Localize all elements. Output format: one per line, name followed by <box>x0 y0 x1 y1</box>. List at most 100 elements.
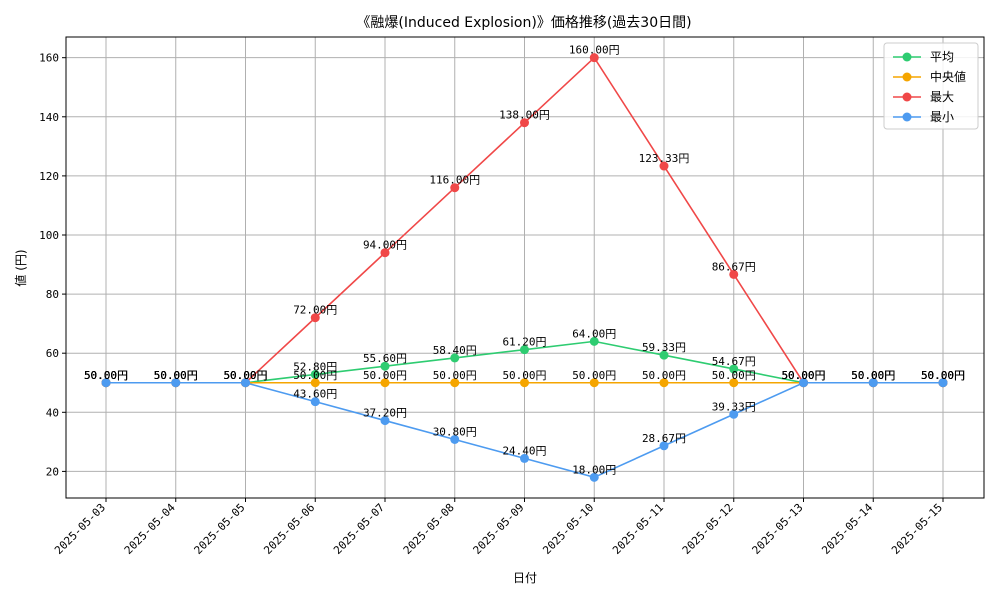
data-label: 50.00円 <box>781 369 825 382</box>
x-tick-label: 2025-05-08 <box>401 501 457 557</box>
data-label: 28.67円 <box>642 432 686 445</box>
data-point <box>380 248 390 258</box>
data-point <box>659 441 669 451</box>
data-point <box>450 434 460 444</box>
data-point <box>589 336 599 346</box>
y-tick-label: 80 <box>46 288 59 301</box>
x-axis: 2025-05-03 2025-05-04 2025-05-05 2025-05-06… <box>52 498 945 557</box>
grid <box>66 37 984 498</box>
data-point <box>589 53 599 63</box>
y-tick-label: 140 <box>39 111 59 124</box>
data-label: 50.00円 <box>851 369 895 382</box>
y-tick-label: 100 <box>39 229 59 242</box>
data-label: 52.80円 <box>293 360 337 373</box>
data-label: 123.33円 <box>639 152 690 165</box>
x-tick-label: 2025-05-10 <box>540 501 596 557</box>
y-tick-label: 160 <box>39 52 59 65</box>
data-point <box>310 369 320 379</box>
data-label: 50.00円 <box>223 369 267 382</box>
data-label: 50.00円 <box>223 369 267 382</box>
data-label: 50.00円 <box>433 369 477 382</box>
data-point <box>310 378 320 388</box>
data-label: 50.00円 <box>921 369 965 382</box>
data-point <box>659 161 669 171</box>
data-label: 50.00円 <box>712 369 756 382</box>
data-point <box>589 378 599 388</box>
data-label: 160.00円 <box>569 44 620 57</box>
legend-label: 最大 <box>930 90 954 104</box>
data-label: 50.00円 <box>363 369 407 382</box>
data-point <box>799 378 808 388</box>
x-tick-label: 2025-05-04 <box>122 501 178 557</box>
data-label: 43.60円 <box>293 388 337 401</box>
x-tick-label: 2025-05-05 <box>192 501 248 557</box>
data-point <box>171 378 181 388</box>
data-label: 50.00円 <box>781 369 825 382</box>
x-tick-label: 2025-05-13 <box>750 501 806 557</box>
y-tick-label: 40 <box>46 406 59 419</box>
data-point <box>520 118 529 128</box>
series-layer <box>101 53 948 482</box>
x-tick-label: 2025-05-14 <box>819 501 875 557</box>
data-label: 50.00円 <box>154 369 198 382</box>
legend-marker <box>902 112 912 122</box>
data-point <box>659 378 669 388</box>
x-axis-title: 日付 <box>513 571 537 585</box>
data-point <box>450 378 460 388</box>
data-labels: 50.00円 50.00円 50.00円52.80円55.60円58.40円61.2… <box>84 44 965 477</box>
data-point <box>450 353 460 363</box>
data-label: 50.00円 <box>642 369 686 382</box>
data-point <box>520 453 529 463</box>
data-label: 50.00円 <box>781 369 825 382</box>
data-label: 61.20円 <box>502 336 546 349</box>
x-tick-label: 2025-05-15 <box>889 501 945 557</box>
data-label: 72.00円 <box>293 304 337 317</box>
data-label: 50.00円 <box>154 369 198 382</box>
data-label: 24.40円 <box>502 444 546 457</box>
data-label: 50.00円 <box>84 369 128 382</box>
data-label: 50.00円 <box>921 369 965 382</box>
data-label: 55.60円 <box>363 352 407 365</box>
data-label: 86.67円 <box>712 260 756 273</box>
data-label: 116.00円 <box>429 174 480 187</box>
data-label: 50.00円 <box>84 369 128 382</box>
data-label: 50.00円 <box>572 369 616 382</box>
legend-label: 最小 <box>930 110 954 124</box>
data-point <box>589 472 599 482</box>
y-tick-label: 120 <box>39 170 59 183</box>
data-point <box>729 269 739 279</box>
x-tick-label: 2025-05-09 <box>471 501 527 557</box>
data-point <box>380 361 390 371</box>
data-point <box>310 397 320 407</box>
data-label: 50.00円 <box>223 369 267 382</box>
data-label: 39.33円 <box>712 400 756 413</box>
data-label: 37.20円 <box>363 407 407 420</box>
data-point <box>868 378 878 388</box>
data-point <box>520 378 529 388</box>
data-label: 138.00円 <box>499 109 550 122</box>
legend-marker <box>902 92 912 102</box>
legend-label: 平均 <box>930 50 954 64</box>
data-label: 50.00円 <box>293 369 337 382</box>
x-tick-label: 2025-05-03 <box>52 501 108 557</box>
data-point <box>101 378 111 388</box>
data-point <box>729 378 739 388</box>
legend-label: 中央値 <box>930 69 966 84</box>
x-tick-label: 2025-05-12 <box>680 501 736 557</box>
data-label: 58.40円 <box>433 344 477 357</box>
data-point <box>450 183 460 193</box>
data-point <box>729 364 739 374</box>
data-point <box>380 416 390 426</box>
data-label: 50.00円 <box>154 369 198 382</box>
legend-marker <box>902 72 912 82</box>
y-tick-label: 20 <box>46 465 59 478</box>
data-point <box>520 345 529 355</box>
legend-box <box>883 42 979 130</box>
data-label: 30.80円 <box>433 425 477 438</box>
data-label: 50.00円 <box>921 369 965 382</box>
y-tick-label: 60 <box>46 347 59 360</box>
data-point <box>310 313 320 323</box>
data-point <box>659 350 669 360</box>
y-axis: 20 40 60 80 100 120 140 160 <box>39 52 66 478</box>
